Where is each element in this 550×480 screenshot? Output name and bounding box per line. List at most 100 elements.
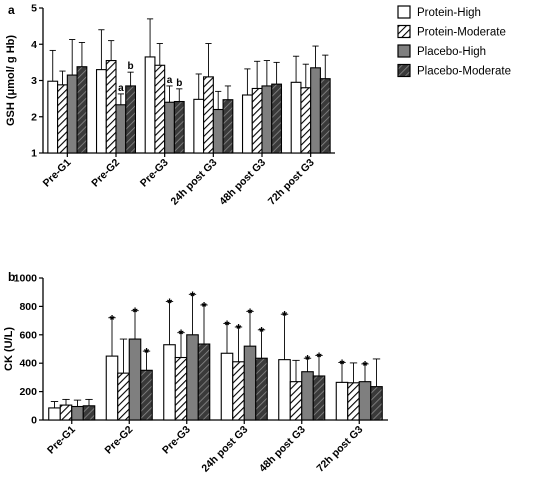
bar [173,100,185,154]
legend-swatch [397,63,411,78]
bar [71,405,84,421]
bar [59,404,73,421]
bar [222,99,234,154]
significance-marker: * [259,324,265,339]
x-tick-label: 48h post G3 [257,424,308,475]
bar [335,381,349,421]
legend-swatch [397,44,411,58]
bar [117,372,130,421]
y-tick-label: 3 [31,75,37,87]
y-tick-label: 4 [31,39,37,51]
x-tick-label: Pre-G2 [103,424,136,457]
bar [186,334,199,421]
bar [255,357,268,421]
bar [197,343,211,421]
legend-swatch [397,5,411,19]
bar [76,66,88,154]
bar [95,69,107,154]
bar [140,369,153,421]
significance-marker: * [201,299,207,314]
bar [301,371,314,421]
x-tick-label: Pre-G1 [45,424,78,457]
bar [203,76,214,154]
legend-label: Protein-Moderate [417,27,506,39]
bar [115,104,127,154]
bar [82,405,96,421]
significance-marker: * [282,308,288,323]
x-tick-label: Pre-G2 [89,157,122,190]
bar [310,67,321,154]
significance-marker: a [118,83,124,94]
y-tick-label: 200 [19,386,37,398]
legend-item: Protein-High [397,5,481,19]
bar [212,108,224,154]
y-tick-label: 5 [31,3,37,15]
bar [300,87,312,154]
bar [289,381,303,421]
legend-label: Protein-High [417,7,481,19]
significance-marker: b [176,78,182,89]
significance-marker: * [132,305,138,320]
bar [105,60,117,154]
significance-marker: * [109,312,115,327]
significance-marker: * [316,349,322,364]
bar [370,386,383,421]
bar [57,84,68,154]
y-tick-label: 600 [19,329,37,341]
significance-marker: * [144,345,150,360]
bar [105,355,119,421]
x-tick-label: Pre-G1 [41,157,74,190]
significance-marker: * [167,295,173,310]
significance-marker: * [305,352,311,367]
bar [128,338,142,421]
significance-marker: * [236,321,242,336]
bar [261,85,273,154]
legend-item: Placebo-Moderate [397,63,511,78]
x-tick-label: 72h post G3 [266,157,317,208]
bar [144,56,156,154]
x-tick-label: 24h post G3 [168,157,219,208]
bar [220,352,234,421]
bar [241,94,253,154]
bar [163,344,176,421]
significance-marker: * [190,288,196,303]
significance-marker: * [224,317,230,332]
bar [125,85,137,154]
panel-letter: a [8,3,15,17]
bar [174,356,188,421]
significance-marker: * [247,305,253,320]
legend-item: Placebo-High [397,44,486,58]
bar [154,64,166,154]
y-tick-label: 800 [19,301,37,313]
x-tick-label: Pre-G3 [160,424,193,457]
x-tick-label: Pre-G3 [138,157,171,190]
significance-marker: * [362,358,368,373]
y-tick-label: 2 [31,111,37,123]
bar [312,375,326,421]
y-axis-label: GSH (μmol/ g Hb) [5,35,17,126]
legend-label: Placebo-Moderate [417,66,511,78]
bar [47,80,59,154]
x-tick-label: 48h post G3 [217,157,268,208]
bar [271,83,283,154]
bar [251,87,263,154]
significance-marker: b [128,61,134,72]
significance-marker: * [339,356,345,371]
legend: Protein-High Protein-Moderate Placebo-High… [397,5,511,78]
panel-letter: b [8,270,15,284]
bar [347,382,360,421]
bar [164,101,175,154]
y-axis-label: CK (U/L) [3,327,15,371]
x-tick-label: 24h post G3 [199,424,250,475]
bar [232,361,245,421]
legend-swatch [397,24,411,39]
y-tick-label: 1000 [14,273,38,285]
bar [290,81,302,154]
x-tick-label: 72h post G3 [314,424,365,475]
bar [358,381,372,421]
y-tick-label: 1 [31,148,37,160]
bar [193,98,205,154]
